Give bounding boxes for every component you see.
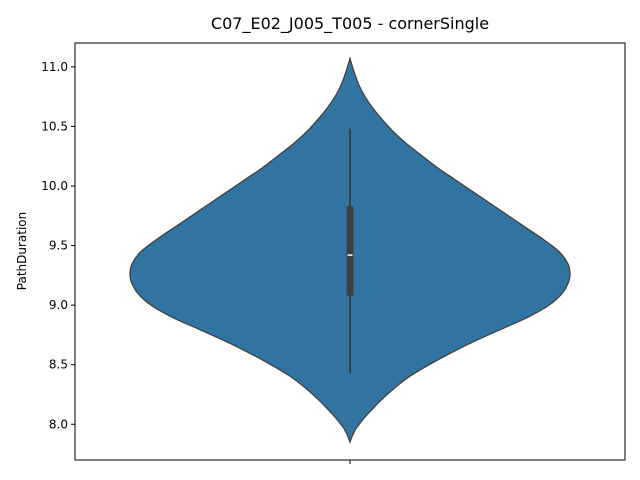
y-tick-label: 11.0 [41,60,68,74]
y-tick-label: 8.5 [49,358,68,372]
y-axis-label: PathDuration [15,212,29,290]
y-tick-label: 9.0 [49,298,68,312]
y-tick-label: 9.5 [49,239,68,253]
y-tick-label: 8.0 [49,417,68,431]
y-axis-ticks: 8.0 8.5 9.0 9.5 10.0 10.5 11.0 [41,60,75,431]
inner-box-layer [346,128,354,374]
chart-title: C07_E02_J005_T005 - cornerSingle [211,14,489,34]
iqr-box [346,206,354,296]
y-tick-label: 10.5 [41,119,68,133]
y-tick-label: 10.0 [41,179,68,193]
